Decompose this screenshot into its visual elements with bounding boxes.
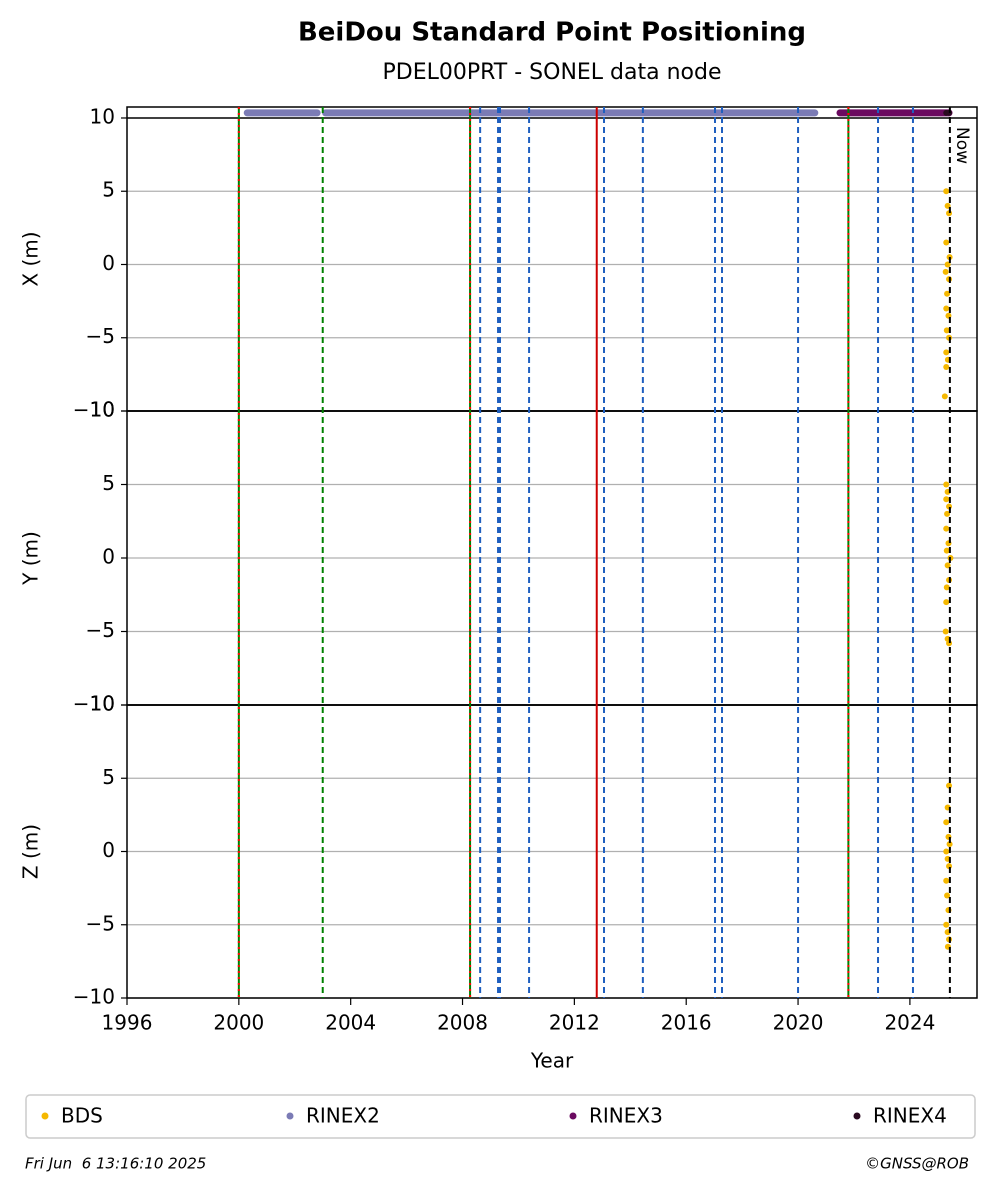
legend-label: RINEX2 bbox=[306, 1104, 380, 1128]
x-tick-label: 2004 bbox=[325, 1011, 376, 1035]
data-point bbox=[943, 188, 950, 195]
data-point bbox=[943, 481, 950, 488]
chart-subtitle: PDEL00PRT - SONEL data node bbox=[382, 60, 721, 85]
y-tick-label: 5 bbox=[102, 178, 115, 202]
data-point bbox=[943, 877, 950, 884]
data-point bbox=[944, 510, 951, 517]
data-point bbox=[946, 841, 953, 848]
x-tick-label: 2016 bbox=[661, 1011, 712, 1035]
legend-marker bbox=[853, 1112, 861, 1120]
y-tick-label: −5 bbox=[86, 911, 115, 935]
x-tick-label: 2020 bbox=[773, 1011, 824, 1035]
legend-label: RINEX3 bbox=[589, 1104, 663, 1128]
footer-date: Fri Jun 6 13:16:10 2025 bbox=[25, 1155, 206, 1173]
data-point bbox=[944, 562, 951, 569]
y-tick-label: 0 bbox=[102, 838, 115, 862]
data-point bbox=[943, 584, 950, 591]
y-tick-label: −5 bbox=[86, 618, 115, 642]
data-point bbox=[943, 496, 950, 503]
y-axis-label: X (m) bbox=[19, 231, 43, 286]
legend-label: BDS bbox=[61, 1104, 103, 1128]
data-point bbox=[943, 547, 950, 554]
x-tick-label: 1996 bbox=[102, 1011, 153, 1035]
panel-frame bbox=[126, 106, 978, 412]
legend-label: RINEX4 bbox=[873, 1104, 947, 1128]
x-tick-label: 2024 bbox=[884, 1011, 935, 1035]
data-point bbox=[944, 290, 951, 297]
data-point bbox=[943, 921, 950, 928]
y-tick-label: 5 bbox=[102, 471, 115, 495]
data-point bbox=[943, 364, 950, 371]
y-tick-label: −10 bbox=[73, 985, 115, 1009]
x-tick-label: 2000 bbox=[213, 1011, 264, 1035]
y-tick-label: 10 bbox=[90, 692, 115, 716]
y-tick-label: 5 bbox=[102, 765, 115, 789]
y-tick-label: −10 bbox=[73, 398, 115, 422]
y-tick-label: 10 bbox=[90, 398, 115, 422]
chart-title: BeiDou Standard Point Positioning bbox=[298, 18, 806, 48]
x-tick-label: 2008 bbox=[437, 1011, 488, 1035]
data-point bbox=[943, 239, 950, 246]
data-point bbox=[944, 892, 951, 899]
data-point bbox=[943, 327, 950, 334]
data-point bbox=[943, 305, 950, 312]
y-tick-label: 0 bbox=[102, 251, 115, 275]
y-tick-label: −5 bbox=[86, 324, 115, 348]
data-point bbox=[943, 599, 950, 606]
data-point bbox=[943, 848, 950, 855]
panel-frame bbox=[126, 704, 978, 999]
y-tick-label: 10 bbox=[90, 104, 115, 128]
x-tick-label: 2012 bbox=[549, 1011, 600, 1035]
footer-credit: ©GNSS@ROB bbox=[865, 1155, 969, 1173]
y-tick-label: −10 bbox=[73, 692, 115, 716]
legend-marker bbox=[41, 1112, 49, 1120]
data-point bbox=[943, 349, 950, 356]
y-axis-label: Y (m) bbox=[19, 531, 43, 586]
data-point bbox=[943, 819, 950, 826]
x-axis-label: Year bbox=[530, 1049, 574, 1073]
legend-marker bbox=[569, 1112, 577, 1120]
legend-marker bbox=[286, 1112, 294, 1120]
data-point bbox=[943, 525, 950, 532]
y-axis-label: Z (m) bbox=[19, 824, 43, 879]
vertical-line-label: Now bbox=[952, 127, 972, 164]
data-point bbox=[941, 393, 948, 400]
y-tick-label: 0 bbox=[102, 545, 115, 569]
data-point bbox=[942, 628, 949, 635]
legend-box bbox=[25, 1094, 976, 1139]
data-point bbox=[942, 268, 949, 275]
